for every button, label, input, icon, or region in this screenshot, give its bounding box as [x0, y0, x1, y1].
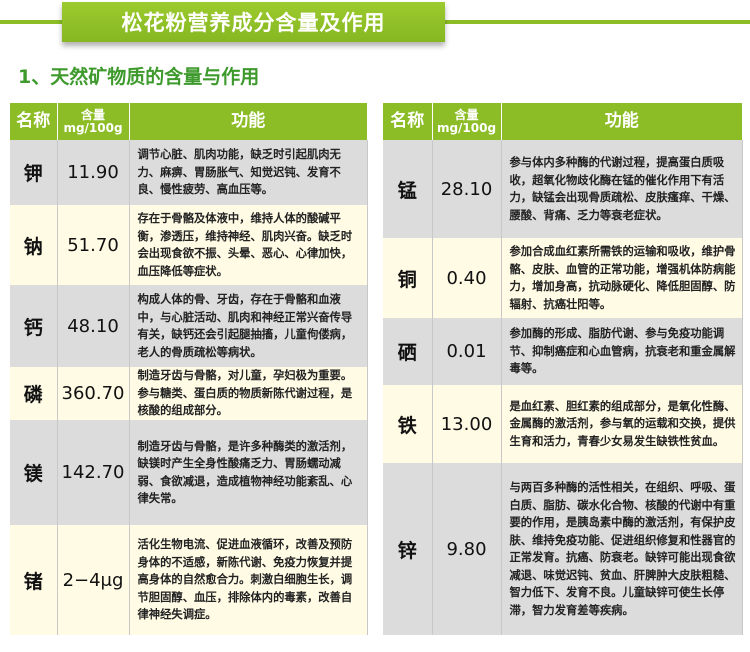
header-content: 含量 mg/100g — [57, 103, 130, 140]
element-content: 0.40 — [432, 238, 502, 318]
element-function: 参加酶的形成、脂肪代谢、参与免疫功能调节、抑制癌症和心血管病，抗衰老和重金属解毒… — [501, 318, 743, 385]
header-function: 功能 — [129, 103, 368, 140]
element-function: 与两百多种酶的活性相关，在组织、呼吸、蛋白质、脂肪、碳水化合物、核酸的代谢中有重… — [501, 463, 743, 635]
element-function: 调节心脏、肌肉功能，缺乏时引起肌肉无力、麻痹、胃肠胀气、知觉迟钝、发育不良、慢性… — [129, 140, 368, 205]
header-name: 名称 — [383, 103, 433, 140]
element-function: 制造牙齿与骨骼，是许多种酶类的激活剂，缺镁时产生全身性酸痛乏力、胃肠蠕动减弱、食… — [129, 420, 368, 525]
element-name: 钙 — [10, 285, 58, 367]
minerals-table-right: 名称 含量 mg/100g 功能 锰 28.10 参与体内多种酶的代谢过程，提高蛋白质… — [383, 103, 743, 635]
table-row: 钙 48.10 构成人体的骨、牙齿，存在于骨骼和血液中，与心脏活动、肌肉和神经正常兴… — [10, 285, 368, 367]
element-content: 28.10 — [432, 140, 502, 238]
table-row: 镁 142.70 制造牙齿与骨骼，是许多种酶类的激活剂，缺镁时产生全身性酸痛乏力、胃… — [10, 420, 368, 525]
element-content: 13.00 — [432, 385, 502, 463]
element-name: 镁 — [10, 420, 58, 525]
element-content: 360.70 — [57, 367, 130, 420]
table-row: 钠 51.70 存在于骨骼及体液中，维持人体的酸碱平衡，渗透压，维持神经、肌肉兴奋。… — [10, 205, 368, 285]
element-content: 2−4μg — [57, 525, 130, 635]
element-content: 142.70 — [57, 420, 130, 525]
element-function: 是血红素、胆红素的组成部分，是氧化性酶、金属酶的激活剂，参与氧的运载和交换，提供… — [501, 385, 743, 463]
element-content: 9.80 — [432, 463, 502, 635]
element-function: 参加合成血红素所需铁的运输和吸收，维护骨骼、皮肤、血管的正常功能，增强机体防病能… — [501, 238, 743, 318]
element-name: 磷 — [10, 367, 58, 420]
element-function: 存在于骨骼及体液中，维持人体的酸碱平衡，渗透压，维持神经、肌肉兴奋。缺乏时会出现… — [129, 205, 368, 285]
element-name: 铁 — [383, 385, 433, 463]
element-content: 51.70 — [57, 205, 130, 285]
table-row: 锰 28.10 参与体内多种酶的代谢过程，提高蛋白质吸收，超氧化物歧化酶在锰的催化作… — [383, 140, 743, 238]
element-name: 钾 — [10, 140, 58, 205]
header-content: 含量 mg/100g — [432, 103, 502, 140]
element-content: 0.01 — [432, 318, 502, 385]
header-content-unit: mg/100g — [436, 120, 497, 135]
element-name: 锰 — [383, 140, 433, 238]
header-content-label: 含量 — [454, 107, 479, 122]
table-row: 锌 9.80 与两百多种酶的活性相关，在组织、呼吸、蛋白质、脂肪、碳水化合物、核酸的… — [383, 463, 743, 635]
table-row: 锗 2−4μg 活化生物电流、促进血液循环，改善及预防身体的不适感，新陈代谢、免疫力… — [10, 525, 368, 635]
table-row: 硒 0.01 参加酶的形成、脂肪代谢、参与免疫功能调节、抑制癌症和心血管病，抗衰老和… — [383, 318, 743, 385]
element-function: 参与体内多种酶的代谢过程，提高蛋白质吸收，超氧化物歧化酶在锰的催化作用下有活力，… — [501, 140, 743, 238]
header-content-unit: mg/100g — [63, 120, 123, 135]
header-content-label: 含量 — [80, 107, 105, 122]
element-function: 构成人体的骨、牙齿，存在于骨骼和血液中，与心脏活动、肌肉和神经正常兴奋传导有关，… — [129, 285, 368, 367]
table-row: 磷 360.70 制造牙齿与骨骼，对儿童，孕妇极为重要。参与糖类、蛋白质的物质新陈代… — [10, 367, 368, 420]
table-row: 铜 0.40 参加合成血红素所需铁的运输和吸收，维护骨骼、皮肤、血管的正常功能，增强… — [383, 238, 743, 318]
element-name: 锌 — [383, 463, 433, 635]
element-name: 铜 — [383, 238, 433, 318]
element-function: 制造牙齿与骨骼，对儿童，孕妇极为重要。参与糖类、蛋白质的物质新陈代谢过程，是核酸… — [129, 367, 368, 420]
table-header: 名称 含量 mg/100g 功能 — [10, 103, 368, 140]
element-name: 锗 — [10, 525, 58, 635]
table-row: 钾 11.90 调节心脏、肌肉功能，缺乏时引起肌肉无力、麻痹、胃肠胀气、知觉迟钝、发… — [10, 140, 368, 205]
header-function: 功能 — [501, 103, 743, 140]
table-row: 铁 13.00 是血红素、胆红素的组成部分，是氧化性酶、金属酶的激活剂，参与氧的运载… — [383, 385, 743, 463]
page-title: 松花粉营养成分含量及作用 — [62, 2, 445, 42]
minerals-table-left: 名称 含量 mg/100g 功能 钾 11.90 调节心脏、肌肉功能，缺乏时引起肌肉无… — [10, 103, 368, 635]
element-content: 11.90 — [57, 140, 130, 205]
section-title: 1、天然矿物质的含量与作用 — [18, 66, 260, 88]
table-header: 名称 含量 mg/100g 功能 — [383, 103, 743, 140]
header-name: 名称 — [10, 103, 58, 140]
element-name: 硒 — [383, 318, 433, 385]
element-name: 钠 — [10, 205, 58, 285]
element-content: 48.10 — [57, 285, 130, 367]
element-function: 活化生物电流、促进血液循环，改善及预防身体的不适感，新陈代谢、免疫力恢复并提高身… — [129, 525, 368, 635]
